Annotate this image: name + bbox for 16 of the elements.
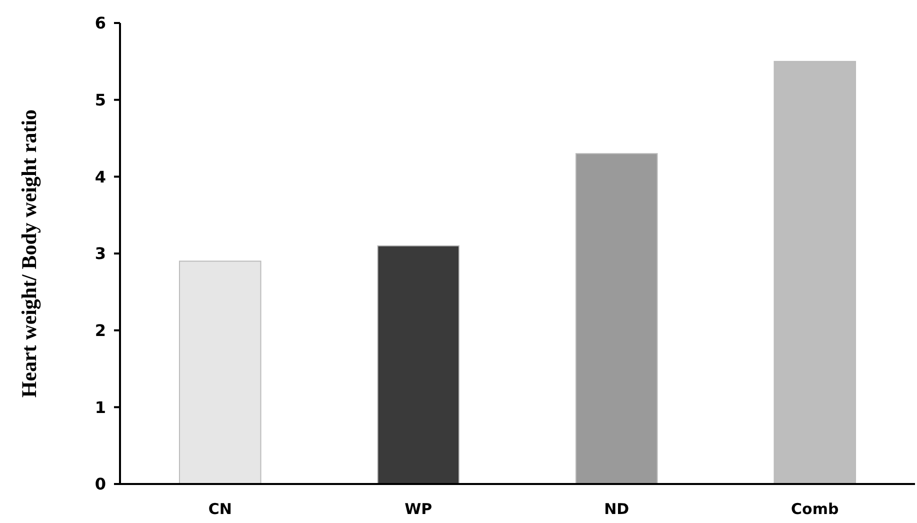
y-tick-label: 0 [94, 474, 106, 494]
y-tick-label: 2 [94, 320, 106, 340]
bar [178, 260, 262, 484]
y-tick-label: 1 [94, 398, 106, 417]
x-tick-label: ND [604, 500, 630, 518]
bar [774, 60, 856, 484]
y-tick-label: 4 [94, 167, 106, 186]
x-tick-label: Comb [791, 500, 839, 518]
y-tick-label: 5 [94, 90, 106, 110]
y-tick-label: 3 [94, 244, 106, 264]
x-tick-label: WP [404, 500, 432, 518]
y-tick-label: 6 [94, 14, 106, 33]
x-tick-label: CN [208, 500, 232, 518]
bar [377, 245, 460, 484]
bar [575, 153, 658, 484]
y-axis-title: Heart weight/ Body weight ratio [17, 109, 41, 398]
